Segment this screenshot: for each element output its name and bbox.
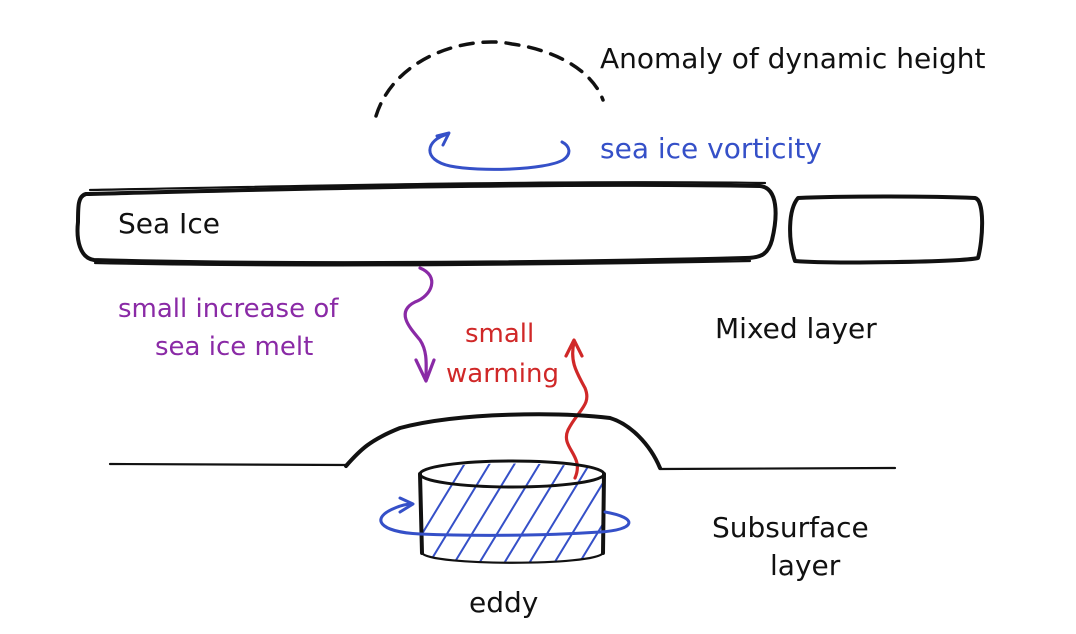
vorticity-label: sea ice vorticity: [600, 132, 822, 165]
sea-ice-floe-small: [788, 194, 985, 265]
melt-arrowhead: [414, 358, 436, 383]
eddy-label: eddy: [469, 586, 538, 619]
sea-ice-floe-large: [75, 182, 778, 266]
mixed-layer-label: Mixed layer: [715, 312, 877, 345]
mixed-layer-base-right: [658, 466, 897, 471]
eddy-hatching: [420, 463, 604, 562]
vorticity-arrow: [428, 132, 571, 171]
subsurface-label-line1: Subsurface: [712, 511, 869, 544]
eddy-rotation-arrowhead: [398, 496, 415, 514]
melt-label-line1: small increase of: [118, 294, 339, 324]
mixed-layer-dome: [344, 412, 662, 470]
warming-arrow: [564, 340, 589, 480]
vorticity-arrowhead: [435, 131, 451, 147]
warming-label-line1: small: [465, 319, 534, 349]
eddy-bottom: [420, 551, 605, 564]
warming-arrowhead: [564, 338, 584, 358]
dynamic-height-arc: [374, 40, 605, 118]
anomaly-label: Anomaly of dynamic height: [600, 42, 985, 75]
eddy-rotation-arrow: [379, 502, 631, 537]
melt-label-line2: sea ice melt: [155, 332, 313, 362]
melt-arrow: [403, 266, 434, 382]
mixed-layer-base-left: [108, 462, 350, 467]
sea-ice-floe-large-sketch: [88, 181, 767, 267]
warming-label-line2: warming: [446, 359, 559, 389]
subsurface-label-line2: layer: [770, 549, 841, 582]
sea-ice-label: Sea Ice: [118, 207, 220, 240]
eddy-sides: [418, 472, 606, 555]
